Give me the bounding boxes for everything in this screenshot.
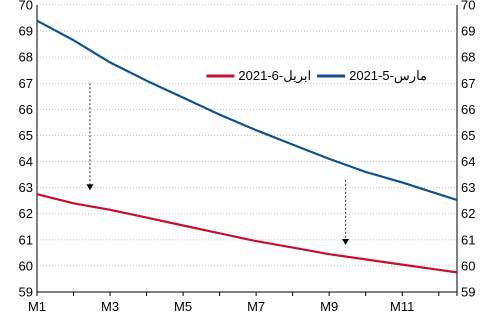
y-tick-label-right: 62 (461, 206, 475, 221)
x-tick-label: M1 (28, 299, 46, 314)
annotation-arrow-head (342, 239, 350, 246)
y-tick-label-left: 65 (19, 128, 33, 143)
y-tick-label-left: 59 (19, 285, 33, 300)
y-tick-label-left: 64 (19, 154, 33, 169)
series-lines (36, 19, 458, 274)
y-tick-label-right: 65 (461, 128, 475, 143)
series-line-2 (36, 193, 458, 274)
y-tick-label-left: 68 (19, 50, 33, 65)
legend-label-1: 2021-مارس-5 (349, 68, 427, 84)
y-tick-label-left: 63 (19, 180, 33, 195)
annotation-arrows (86, 83, 350, 246)
y-tick-label-left: 60 (19, 258, 33, 273)
series-line-1 (36, 19, 458, 202)
x-tick-label: M9 (320, 299, 338, 314)
y-tick-label-right: 63 (461, 180, 475, 195)
x-tick-label: M11 (390, 299, 414, 314)
annotation-arrow-head (86, 184, 94, 191)
y-tick-label-left: 67 (19, 76, 33, 91)
y-tick-label-left: 62 (19, 206, 33, 221)
x-tick-label: M7 (247, 299, 265, 314)
y-tick-label-right: 70 (461, 0, 475, 13)
x-tick-label: M3 (101, 299, 119, 314)
y-tick-label-left: 69 (19, 24, 33, 39)
y-tick-label-right: 61 (461, 232, 475, 247)
y-tick-label-right: 59 (461, 285, 475, 300)
y-tick-label-left: 66 (19, 102, 33, 117)
y-tick-label-left: 61 (19, 232, 33, 247)
grid-lines (37, 4, 457, 293)
y-tick-label-right: 67 (461, 76, 475, 91)
y-tick-label-right: 64 (461, 154, 475, 169)
legend-label-2: 2021-ابريل-6 (238, 68, 311, 84)
y-tick-label-left: 70 (19, 0, 33, 13)
x-tick-label: M5 (174, 299, 192, 314)
y-tick-label-right: 69 (461, 24, 475, 39)
y-tick-label-right: 66 (461, 102, 475, 117)
axes: 59 59 60 60 61 61 62 62 63 63 64 64 65 65 66 66 67 67 68 68… (19, 0, 476, 314)
y-tick-label-right: 68 (461, 50, 475, 65)
y-tick-label-right: 60 (461, 258, 475, 273)
legend: 2021-مارس-5 2021-ابريل-6 (206, 68, 427, 84)
